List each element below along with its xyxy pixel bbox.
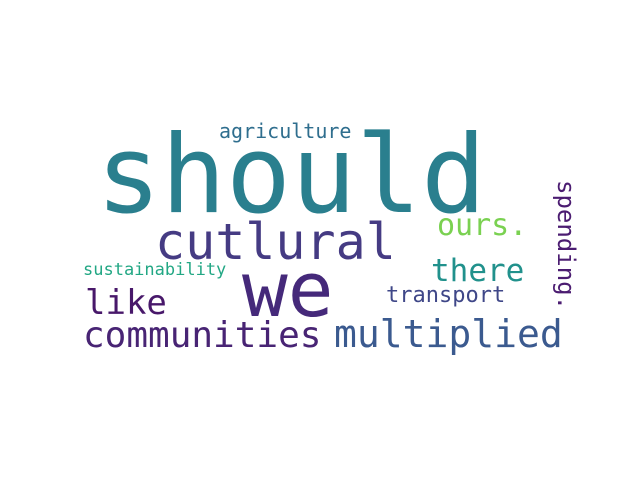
word-spending: spending. [552,180,580,311]
word-agriculture: agriculture [219,119,352,143]
word-there: there [431,253,525,289]
word-we: we [242,245,334,334]
word-sustainability: sustainability [83,260,227,280]
word-ours: ours. [437,208,528,243]
word-should: should [96,113,487,238]
word-communities: communities [83,315,322,356]
word-transport: transport [386,283,506,308]
word-like: like [85,283,167,323]
word-multiplied: multiplied [334,312,563,356]
word-cutlural: cutlural [155,213,396,271]
